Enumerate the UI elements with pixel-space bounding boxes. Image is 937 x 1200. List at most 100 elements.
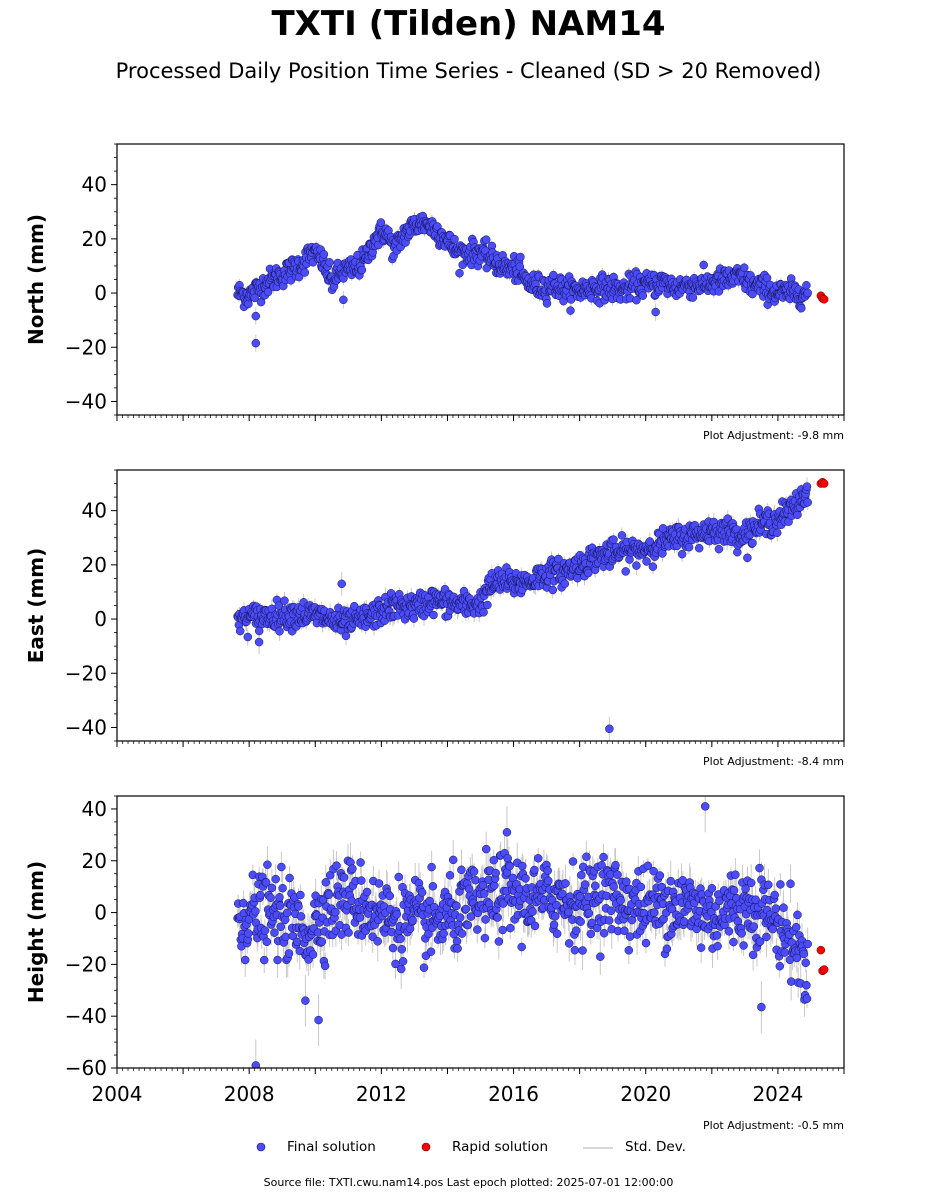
east-final-point bbox=[479, 608, 488, 617]
north-final-point bbox=[455, 268, 464, 278]
east-final-point bbox=[235, 626, 245, 636]
north-y-tick-label: −20 bbox=[65, 335, 107, 359]
north-final-point bbox=[797, 303, 806, 313]
north-final-point bbox=[515, 262, 525, 271]
north-y-tick-label: −40 bbox=[65, 389, 107, 413]
north-final-point bbox=[542, 299, 552, 308]
height-final-point bbox=[278, 883, 287, 893]
north-y-tick-label: 20 bbox=[82, 227, 107, 251]
north-outlier-point bbox=[251, 338, 261, 348]
east-final-point bbox=[772, 528, 782, 538]
height-final-point bbox=[281, 932, 291, 942]
east-final-point bbox=[743, 553, 752, 563]
height-final-point bbox=[239, 898, 248, 908]
north-final-point bbox=[803, 288, 812, 298]
east-final-point bbox=[609, 535, 618, 544]
chart-title: TXTI (Tilden) NAM14 bbox=[271, 4, 666, 44]
north-panel: −40 −20 0 20 40 North (mm) bbox=[24, 143, 845, 421]
height-final-point bbox=[277, 862, 286, 872]
north-final-point bbox=[319, 250, 329, 259]
height-final-point bbox=[285, 873, 294, 883]
east-final-point bbox=[625, 555, 634, 564]
east-final-point bbox=[409, 614, 419, 623]
north-data-layer bbox=[233, 211, 829, 352]
east-y-tick-label: 20 bbox=[82, 553, 107, 577]
east-y-tick-label: −20 bbox=[65, 661, 107, 685]
east-final-point bbox=[803, 498, 812, 507]
height-final-point bbox=[275, 893, 284, 902]
east-rapid-points bbox=[816, 477, 829, 488]
height-final-point bbox=[256, 890, 265, 900]
east-y-axis-label: East (mm) bbox=[24, 548, 48, 664]
height-data-layer bbox=[233, 796, 829, 1068]
height-final-point bbox=[284, 949, 294, 958]
east-final-points bbox=[233, 482, 812, 734]
height-final-point bbox=[294, 902, 303, 911]
height-final-point bbox=[296, 912, 306, 921]
east-outlier-point bbox=[254, 637, 264, 647]
east-final-point bbox=[584, 568, 593, 578]
north-final-point bbox=[481, 235, 491, 244]
east-final-point bbox=[617, 531, 627, 540]
north-final-point bbox=[433, 222, 442, 231]
height-final-point bbox=[267, 883, 277, 893]
north-y-tick-label: 0 bbox=[94, 281, 107, 305]
east-final-point bbox=[714, 544, 724, 554]
north-final-point bbox=[250, 293, 259, 303]
height-final-point bbox=[244, 929, 253, 938]
height-final-point bbox=[273, 955, 282, 965]
height-final-point bbox=[261, 878, 271, 887]
height-final-point bbox=[266, 893, 275, 902]
north-final-point bbox=[739, 263, 749, 272]
east-final-point bbox=[573, 573, 582, 583]
height-final-point bbox=[292, 937, 302, 947]
north-final-point bbox=[376, 218, 386, 227]
east-final-point bbox=[684, 542, 694, 552]
north-final-point bbox=[714, 287, 724, 296]
east-final-point bbox=[275, 627, 284, 636]
height-final-point bbox=[251, 907, 260, 916]
north-final-point bbox=[566, 306, 575, 315]
north-outlier-point bbox=[339, 295, 348, 305]
height-final-point bbox=[260, 926, 270, 935]
north-final-points bbox=[233, 211, 812, 348]
east-final-point bbox=[280, 596, 289, 605]
north-outlier-point bbox=[651, 307, 660, 317]
north-final-point bbox=[300, 268, 310, 277]
chart-subtitle: Processed Daily Position Time Series - C… bbox=[115, 59, 822, 83]
east-final-point bbox=[429, 610, 438, 620]
height-final-point bbox=[259, 955, 269, 965]
height-final-point bbox=[270, 928, 279, 937]
north-final-point bbox=[802, 281, 811, 290]
north-final-point bbox=[638, 291, 648, 300]
north-y-tick-label: 40 bbox=[82, 173, 107, 197]
east-final-point bbox=[554, 554, 563, 564]
east-final-point bbox=[483, 600, 492, 610]
north-rapid-points bbox=[816, 291, 829, 304]
east-final-point bbox=[243, 632, 253, 642]
north-final-point bbox=[357, 265, 367, 275]
height-final-point bbox=[276, 922, 285, 932]
north-outlier-point bbox=[251, 311, 261, 321]
height-final-point bbox=[271, 874, 280, 884]
height-final-point bbox=[262, 937, 272, 947]
height-final-point bbox=[240, 955, 250, 965]
east-y-tick-label: −40 bbox=[65, 715, 107, 739]
north-y-axis-label: North (mm) bbox=[24, 214, 48, 345]
north-final-point bbox=[516, 252, 525, 262]
east-final-point bbox=[341, 631, 351, 641]
east-final-point bbox=[677, 549, 687, 559]
east-rapid-point bbox=[819, 479, 829, 488]
north-final-point bbox=[263, 287, 273, 297]
east-final-point bbox=[748, 538, 757, 548]
east-outlier-point bbox=[337, 579, 346, 589]
north-final-point bbox=[699, 260, 708, 270]
height-final-point bbox=[282, 908, 292, 918]
east-final-point bbox=[254, 626, 264, 636]
height-final-point bbox=[288, 931, 298, 941]
east-panel: −40 −20 0 20 40 East (mm) bbox=[24, 469, 845, 747]
height-final-point bbox=[275, 901, 285, 910]
north-rapid-point bbox=[819, 295, 829, 304]
height-final-point bbox=[296, 890, 305, 900]
